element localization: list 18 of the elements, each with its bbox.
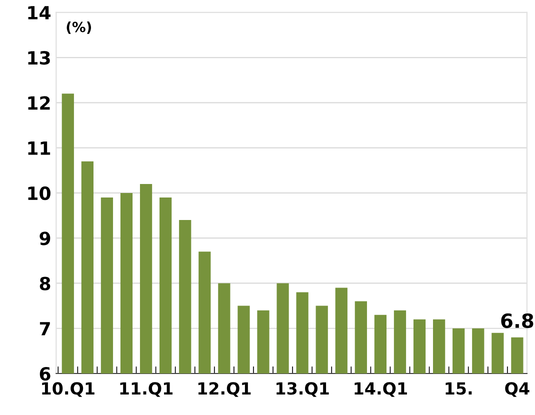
y-tick-label: 6 — [40, 366, 50, 381]
x-tick-label: 13.Q1 — [276, 382, 329, 397]
y-tick-label: 8 — [40, 276, 50, 290]
x-tick-label: 11.Q1 — [120, 382, 173, 397]
x-tick-label: 10.Q1 — [42, 382, 94, 397]
y-tick-label: 9 — [40, 232, 50, 246]
y-tick-label: 14 — [28, 6, 50, 20]
y-axis-title: (%) — [66, 21, 92, 34]
data-label: 6.8 — [501, 313, 534, 328]
y-tick-label: 10 — [28, 186, 50, 200]
y-tick-label: 13 — [28, 51, 50, 65]
y-tick-label: 7 — [40, 322, 50, 336]
y-tick-label: 11 — [28, 142, 50, 155]
x-tick-label: 14.Q1 — [354, 382, 407, 397]
y-tick-label: 12 — [28, 96, 50, 110]
x-tick-label: 15. — [446, 382, 472, 395]
x-tick-label: 12.Q1 — [198, 382, 251, 397]
x-tick-label: Q4 — [505, 382, 530, 397]
